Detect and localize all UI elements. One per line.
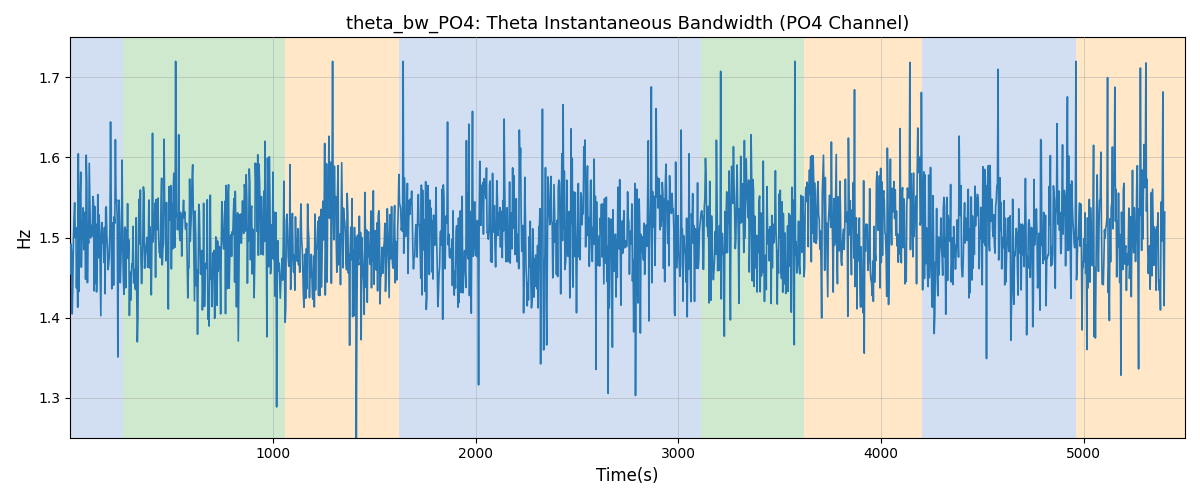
Bar — [701, 38, 804, 438]
Bar — [398, 38, 690, 438]
Bar — [286, 38, 398, 438]
Y-axis label: Hz: Hz — [14, 227, 32, 248]
Bar — [124, 38, 286, 438]
Bar — [922, 38, 1075, 438]
Bar — [690, 38, 701, 438]
Title: theta_bw_PO4: Theta Instantaneous Bandwidth (PO4 Channel): theta_bw_PO4: Theta Instantaneous Bandwi… — [346, 15, 910, 34]
Bar — [71, 38, 124, 438]
Bar — [1075, 38, 1184, 438]
X-axis label: Time(s): Time(s) — [596, 467, 659, 485]
Bar — [804, 38, 922, 438]
